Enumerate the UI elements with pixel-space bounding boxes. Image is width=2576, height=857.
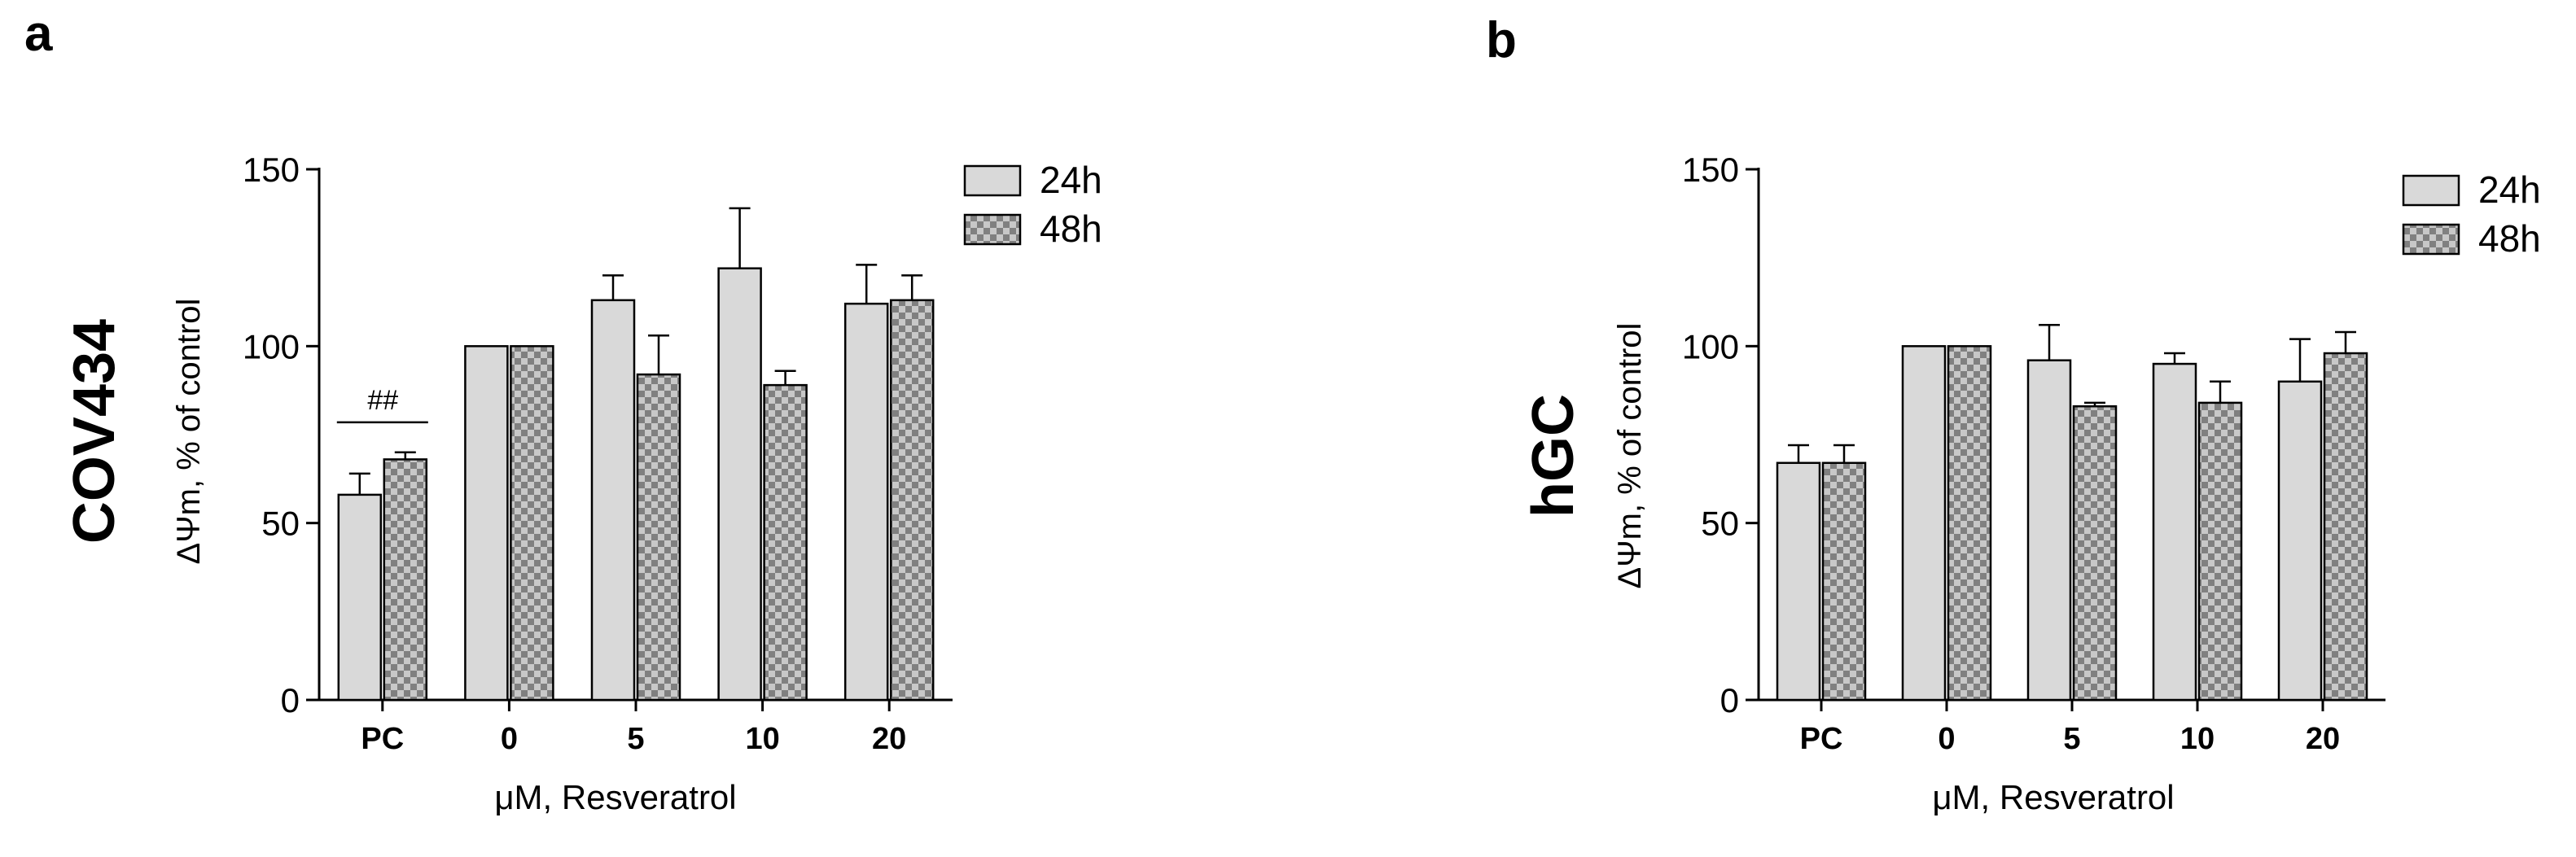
bar-24h	[590, 299, 636, 702]
bar-group	[1776, 324, 2368, 702]
bar-48h	[889, 299, 935, 702]
y-tick-label: 0	[281, 681, 300, 719]
panel-letter: a	[24, 6, 53, 62]
bar-24h	[337, 493, 383, 702]
x-tick-label: 20	[2306, 722, 2340, 756]
bar-48h	[1821, 461, 1867, 702]
y-tick-label: 50	[1701, 505, 1739, 543]
bar-24h	[717, 267, 762, 702]
x-tick-label: 10	[2180, 722, 2215, 756]
y-tick-label: 150	[243, 151, 300, 189]
bar-24h	[2277, 380, 2323, 702]
significance-marker: ##	[367, 385, 399, 416]
legend-label: 48h	[2478, 217, 2541, 260]
bar-48h	[383, 458, 428, 702]
y-axis-title: ΔΨm, % of control	[171, 299, 207, 565]
y-axis-title: ΔΨm, % of control	[1612, 323, 1648, 589]
panel-letter: b	[1486, 12, 1517, 68]
x-tick-label: PC	[361, 722, 404, 756]
legend-label: 48h	[1040, 208, 1102, 250]
legend-swatch-48h	[963, 213, 1022, 246]
legend-label: 24h	[1040, 159, 1102, 201]
bar-24h	[464, 345, 509, 702]
bar-24h	[1776, 461, 1821, 702]
chart-panel-a: a COV434 ΔΨm, % of control μM, Resveratr…	[24, 6, 1102, 816]
x-axis-title: μM, Resveratrol	[1932, 778, 2174, 816]
x-tick-label: 20	[872, 722, 906, 756]
x-axis-ticks: PC 0 5 10 20	[361, 700, 906, 756]
bar-group	[337, 207, 935, 702]
bar-48h	[2323, 352, 2368, 702]
legend-swatch-24h	[2402, 174, 2460, 207]
bar-48h	[2072, 404, 2118, 702]
y-tick-label: 0	[1720, 681, 1739, 719]
annotations: ##	[336, 385, 428, 424]
legend-label: 24h	[2478, 168, 2541, 211]
bar-24h	[2152, 362, 2197, 702]
x-axis-ticks: PC 0 5 10 20	[1800, 700, 2340, 756]
y-tick-label: 100	[243, 327, 300, 365]
x-tick-label: 10	[745, 722, 779, 756]
y-tick-label: 150	[1682, 151, 1739, 189]
bar-48h	[636, 373, 681, 702]
legend-swatch-48h	[2402, 223, 2460, 256]
x-tick-label: 5	[627, 722, 644, 756]
y-tick-label: 100	[1682, 327, 1739, 365]
x-tick-label: PC	[1800, 722, 1843, 756]
bar-48h	[510, 345, 554, 702]
bar-24h	[843, 302, 889, 702]
cell-line-title: COV434	[62, 319, 127, 544]
legend-swatch-24h	[963, 164, 1022, 197]
x-tick-label: 0	[1938, 722, 1955, 756]
x-axis-title: μM, Resveratrol	[494, 778, 736, 816]
x-tick-label: 0	[501, 722, 518, 756]
bar-24h	[2026, 359, 2072, 702]
chart-panel-b: b hGC ΔΨm, % of control μM, Resveratrol …	[1486, 12, 2541, 816]
bar-48h	[1947, 345, 1992, 702]
x-tick-label: 5	[2063, 722, 2080, 756]
bar-48h	[763, 383, 808, 702]
y-tick-label: 50	[261, 505, 300, 543]
cell-line-title: hGC	[1521, 394, 1586, 518]
bar-48h	[2197, 401, 2243, 702]
bar-24h	[1901, 345, 1947, 702]
